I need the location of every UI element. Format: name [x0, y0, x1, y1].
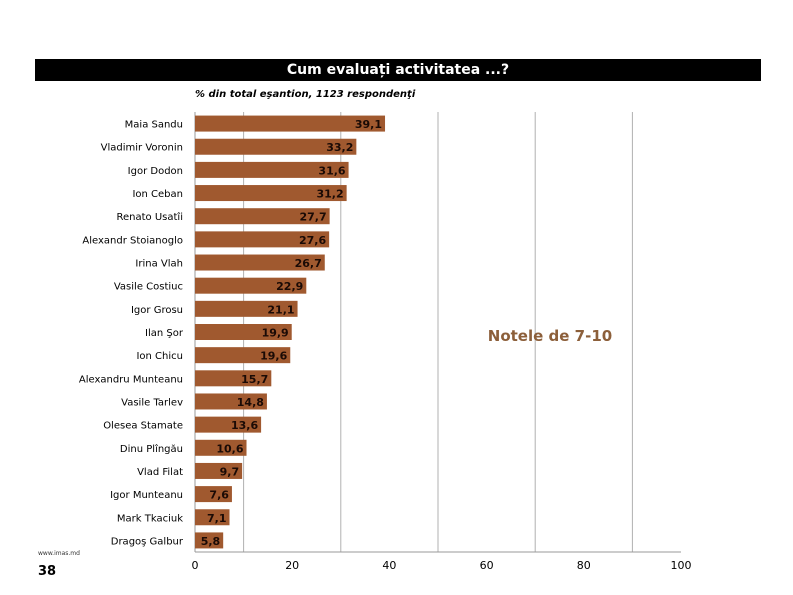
category-label: Vasile Tarlev — [121, 397, 183, 408]
bar — [195, 185, 347, 202]
chart-subtitle: % din total eşantion, 1123 respondenţi — [195, 89, 416, 100]
category-label: Igor Grosu — [131, 305, 183, 316]
bar — [195, 138, 357, 155]
bar — [195, 486, 232, 503]
category-label: Igor Dodon — [128, 166, 183, 177]
bar — [195, 300, 298, 317]
category-label: Maia Sandu — [125, 120, 183, 131]
category-label: Mark Tkaciuk — [117, 513, 183, 524]
category-label: Alexandr Stoianoglo — [82, 235, 183, 246]
bar — [195, 161, 349, 178]
category-label: Vlad Filat — [137, 467, 183, 478]
x-tick-label: 40 — [382, 559, 396, 572]
category-label: Ilan Şor — [145, 328, 184, 339]
x-tick-label: 100 — [671, 559, 692, 572]
data-label: 13,6 — [231, 419, 258, 432]
data-label: 5,8 — [201, 535, 221, 548]
category-label: Irina Vlah — [135, 259, 183, 270]
bar — [195, 416, 262, 433]
category-label: Olesea Stamate — [103, 421, 183, 432]
bar — [195, 393, 267, 410]
chart-annotation: Notele de 7-10 — [488, 327, 612, 345]
bar — [195, 347, 291, 364]
x-tick-label: 0 — [192, 559, 199, 572]
data-label: 31,6 — [318, 164, 345, 177]
bar — [195, 115, 386, 132]
x-tick-label: 80 — [577, 559, 591, 572]
data-label: 22,9 — [276, 280, 303, 293]
data-label: 39,1 — [355, 118, 382, 131]
bar — [195, 532, 224, 549]
data-label: 27,6 — [299, 234, 326, 247]
category-label: Dragoş Galbur — [111, 536, 184, 547]
category-label: Ion Ceban — [132, 189, 183, 200]
bar — [195, 439, 247, 456]
bar — [195, 370, 272, 387]
category-label: Alexandru Munteanu — [79, 374, 183, 385]
x-tick-label: 60 — [480, 559, 494, 572]
category-label: Renato Usatîi — [117, 211, 183, 223]
bar — [195, 254, 325, 271]
data-label: 9,7 — [220, 465, 240, 478]
page-number: 38 — [38, 564, 57, 579]
data-label: 21,1 — [267, 303, 294, 316]
x-tick-label: 20 — [285, 559, 299, 572]
bar — [195, 509, 230, 526]
data-label: 15,7 — [241, 373, 268, 386]
data-label: 14,8 — [237, 396, 264, 409]
category-label: Vasile Costiuc — [114, 282, 183, 293]
site-url: www.imas.md — [38, 550, 80, 557]
data-label: 7,1 — [207, 512, 227, 525]
bar — [195, 462, 243, 479]
data-label: 7,6 — [209, 489, 229, 502]
bar — [195, 324, 292, 340]
chart-title: Cum evaluați activitatea ...? — [35, 59, 761, 81]
bar — [195, 231, 330, 248]
data-label: 27,7 — [299, 211, 326, 224]
category-label: Vladimir Voronin — [101, 143, 183, 154]
data-label: 10,6 — [216, 442, 243, 455]
data-label: 26,7 — [295, 257, 322, 270]
category-label: Igor Munteanu — [110, 490, 183, 501]
category-label: Ion Chicu — [136, 351, 183, 362]
data-label: 19,6 — [260, 350, 287, 363]
data-label: 31,2 — [316, 188, 343, 201]
data-label: 19,9 — [262, 327, 289, 340]
bar — [195, 277, 307, 294]
data-label: 33,2 — [326, 141, 353, 154]
bar — [195, 208, 330, 225]
category-label: Dinu Plîngău — [120, 443, 183, 455]
